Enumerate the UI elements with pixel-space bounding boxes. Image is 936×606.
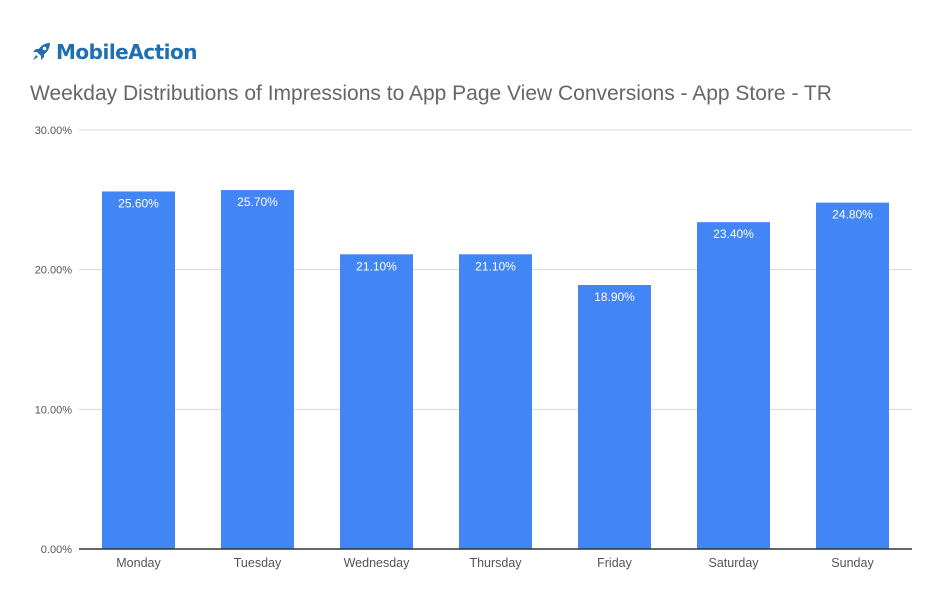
y-tick-label: 20.00%	[35, 265, 73, 277]
x-tick-label: Thursday	[469, 556, 522, 570]
bar-thursday	[459, 254, 532, 549]
rocket-icon	[30, 41, 52, 63]
brand-logo: MobileAction	[30, 40, 197, 64]
data-label: 21.10%	[356, 259, 397, 273]
data-labels: 25.60% 25.70% 21.10% 21.10% 18.90% 23.40% 24.8…	[118, 195, 873, 304]
bars	[102, 190, 889, 550]
x-tick-label: Wednesday	[344, 556, 411, 570]
bar-sunday	[816, 202, 889, 550]
x-tick-label: Sunday	[831, 556, 874, 570]
y-tick-label: 30.00%	[35, 125, 73, 137]
bar-monday	[102, 191, 175, 549]
bar-wednesday	[340, 254, 413, 549]
bar-tuesday	[221, 190, 294, 549]
y-axis-ticks: 0.00% 10.00% 20.00% 30.00%	[35, 125, 73, 556]
bar-saturday	[697, 222, 770, 549]
y-tick-label: 10.00%	[35, 404, 73, 416]
data-label: 23.40%	[713, 227, 754, 241]
data-label: 25.60%	[118, 196, 159, 210]
chart-title: Weekday Distributions of Impressions to …	[30, 82, 832, 105]
x-tick-label: Saturday	[708, 556, 759, 570]
y-tick-label: 0.00%	[41, 544, 72, 556]
x-tick-label: Monday	[116, 556, 161, 570]
data-label: 24.80%	[832, 208, 873, 222]
x-axis-labels: Monday Tuesday Wednesday Thursday Friday Satu…	[116, 556, 874, 570]
x-tick-label: Tuesday	[234, 556, 282, 570]
data-label: 21.10%	[475, 259, 516, 273]
x-tick-label: Friday	[597, 556, 632, 570]
data-label: 25.70%	[237, 195, 278, 209]
bar-friday	[578, 285, 651, 549]
data-label: 18.90%	[594, 290, 635, 304]
brand-name: MobileAction	[56, 40, 197, 64]
